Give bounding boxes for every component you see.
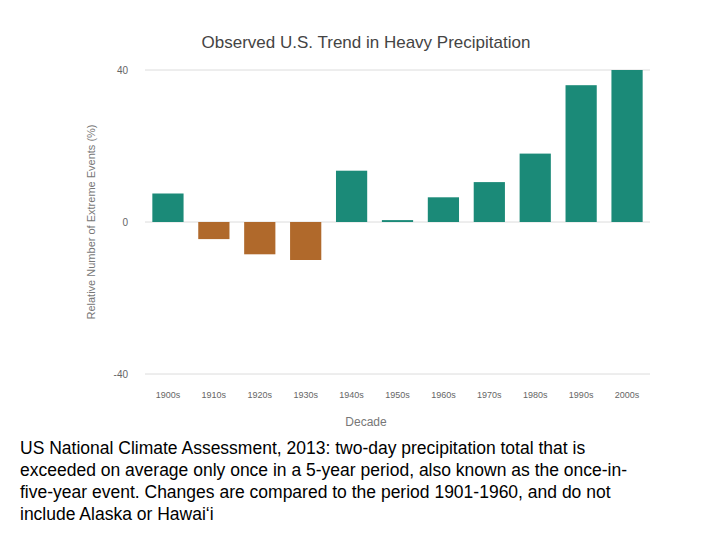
bar xyxy=(566,85,597,222)
bar xyxy=(198,222,229,239)
x-tick-label: 1970s xyxy=(477,390,502,400)
grid-line xyxy=(145,374,650,375)
bar xyxy=(474,182,505,222)
x-tick-label: 1940s xyxy=(339,390,364,400)
x-tick-label: 1910s xyxy=(202,390,227,400)
x-tick-label: 1920s xyxy=(248,390,273,400)
x-tick-label: 1980s xyxy=(523,390,548,400)
x-tick-label: 2000s xyxy=(615,390,640,400)
bar xyxy=(611,70,642,222)
bar xyxy=(290,222,321,260)
x-tick-label: 1900s xyxy=(156,390,181,400)
title: Observed U.S. Trend in Heavy Precipitati… xyxy=(202,33,531,52)
bar xyxy=(244,222,275,254)
bar xyxy=(428,197,459,222)
chart-container: Observed U.S. Trend in Heavy Precipitati… xyxy=(0,0,720,540)
caption-line: exceeded on average only once in a 5-yea… xyxy=(20,460,627,480)
x-axis-label: Decade xyxy=(345,415,387,429)
caption-line: US National Climate Assessment, 2013: tw… xyxy=(20,438,585,458)
y-tick-label: -40 xyxy=(114,369,129,380)
x-tick-label: 1930s xyxy=(293,390,318,400)
bars xyxy=(152,70,642,260)
caption-line: include Alaska or Hawai‘i xyxy=(20,504,214,524)
x-tick-label: 1960s xyxy=(431,390,456,400)
bar xyxy=(520,154,551,222)
grid-line xyxy=(145,70,650,71)
y-tick-label: 40 xyxy=(117,65,129,76)
x-tick-label: 1950s xyxy=(385,390,410,400)
bar xyxy=(152,194,183,223)
y-tick-label: 0 xyxy=(122,217,128,228)
caption-line: five-year event. Changes are compared to… xyxy=(20,482,611,502)
chart-svg: Observed U.S. Trend in Heavy Precipitati… xyxy=(0,0,720,540)
bar xyxy=(382,220,413,222)
x-tick-label: 1990s xyxy=(569,390,594,400)
bar xyxy=(336,171,367,222)
y-axis-label: Relative Number of Extreme Events (%) xyxy=(85,124,97,319)
